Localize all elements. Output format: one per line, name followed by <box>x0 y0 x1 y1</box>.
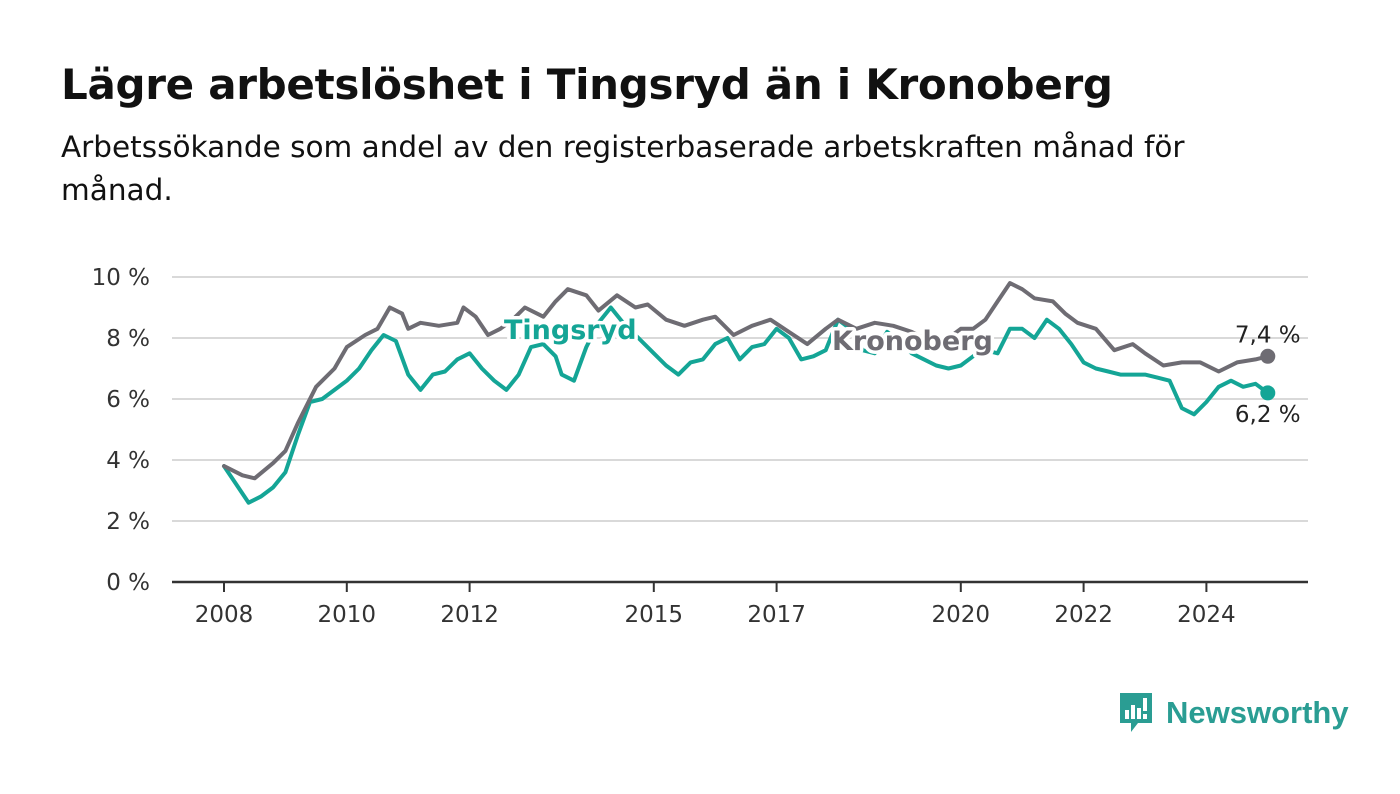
series-label-tingsryd: Tingsryd <box>504 315 637 346</box>
chart-title: Lägre arbetslöshet i Tingsryd än i Krono… <box>61 60 1113 109</box>
x-tick-label: 2015 <box>625 602 684 628</box>
x-tick-label: 2008 <box>195 602 254 628</box>
series-lines <box>222 281 1270 505</box>
x-tick-label: 2012 <box>440 602 499 628</box>
grid-lines <box>172 276 1308 584</box>
x-tick-label: 2010 <box>318 602 377 628</box>
y-tick-label: 2 % <box>106 509 150 535</box>
x-tick-label: 2024 <box>1177 602 1236 628</box>
brand-name: Newsworthy <box>1166 695 1349 730</box>
series-line-kronoberg <box>222 281 1270 481</box>
y-axis-ticks: 0 % 2 % 4 % 6 % 8 % 10 % <box>92 265 150 596</box>
y-tick-label: 0 % <box>106 570 150 596</box>
x-tick-label: 2017 <box>747 602 806 628</box>
end-point-tingsryd <box>1260 385 1276 401</box>
series-line-tingsryd <box>222 305 1270 505</box>
end-value-kronoberg: 7,4 % <box>1235 322 1301 348</box>
series-label-kronoberg: Kronoberg <box>832 326 993 357</box>
end-point-kronoberg <box>1260 348 1276 364</box>
y-tick-label: 4 % <box>106 448 150 474</box>
bar-chart-speech-bubble-icon <box>1120 693 1152 732</box>
x-axis-ticks: 2008 2010 2012 2015 2017 2020 2022 2024 <box>195 582 1236 628</box>
x-tick-label: 2022 <box>1054 602 1113 628</box>
brand-logo: Newsworthy <box>1118 690 1349 736</box>
y-tick-label: 10 % <box>92 265 150 291</box>
end-value-tingsryd: 6,2 % <box>1235 402 1301 428</box>
y-tick-label: 6 % <box>106 387 150 413</box>
chart-subtitle: Arbetssökande som andel av den registerb… <box>61 130 1185 207</box>
y-tick-label: 8 % <box>106 326 150 352</box>
series-labels: Tingsryd Kronoberg 7,4 % 6,2 % <box>501 312 1301 428</box>
x-tick-label: 2020 <box>932 602 991 628</box>
